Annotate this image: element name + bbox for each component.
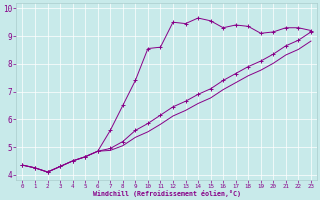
- X-axis label: Windchill (Refroidissement éolien,°C): Windchill (Refroidissement éolien,°C): [93, 190, 241, 197]
